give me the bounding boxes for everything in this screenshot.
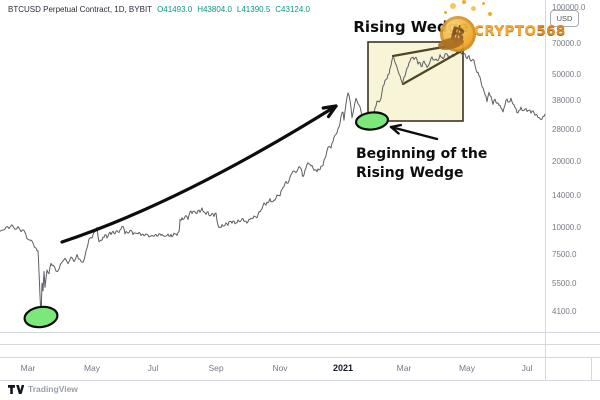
price-tick-label: 100000.0 [552, 3, 586, 12]
price-axis-border [545, 0, 546, 380]
time-tick-label: Jul [147, 363, 159, 373]
time-tick-label: 2021 [332, 363, 354, 373]
time-axis-border [0, 357, 600, 358]
beginning-label-line1: Beginning of the [356, 146, 488, 162]
ohlc-value: O41493.0 [157, 5, 193, 14]
ohlc-value: L41390.5 [236, 5, 271, 14]
ohlc-value: C43124.0 [275, 5, 310, 14]
pane-separator-1[interactable] [0, 332, 600, 333]
trend-arrowhead [321, 104, 338, 119]
trend-curved-arrow[interactable] [60, 104, 338, 244]
price-tick-label: 28000.0 [552, 125, 581, 134]
highlight-ellipse[interactable] [23, 305, 59, 329]
bottom-border [0, 380, 600, 381]
beginning-of-wedge-label[interactable]: Beginning of the Rising Wedge [356, 145, 487, 183]
pointer-arrowhead [389, 123, 402, 135]
wedge-highlight-box[interactable] [367, 41, 464, 122]
highlight-ellipse[interactable] [354, 111, 390, 131]
beginning-label-line2: Rising Wedge [356, 165, 464, 181]
symbol-title[interactable]: BTCUSD Perpetual Contract, 1D, BYBIT [8, 5, 153, 14]
time-tick-label: Mar [20, 363, 36, 373]
time-tick-label: May [83, 363, 101, 373]
time-tick-label: Mar [396, 363, 412, 373]
price-tick-label: 7500.0 [552, 250, 577, 259]
currency-badge[interactable]: USD [550, 10, 579, 27]
time-tick-label: Sep [208, 363, 224, 373]
price-tick-label: 14000.0 [552, 191, 581, 200]
tradingview-logo-icon [8, 384, 24, 394]
price-tick-label: 10000.0 [552, 223, 581, 232]
ohlc-values: O41493.0 H43804.0 L41390.5 C43124.0 [152, 5, 310, 14]
pointer-arrow[interactable] [389, 125, 439, 141]
price-tick-label: 70000.0 [552, 39, 581, 48]
price-tick-label: 20000.0 [552, 157, 581, 166]
price-axis[interactable]: 100000.0 70000.0 50000.0 38000.0 28000.0 2000… [546, 0, 600, 357]
price-tick-label: 5500.0 [552, 279, 577, 288]
time-tick-label: Jul [521, 363, 533, 373]
pane-separator-2[interactable] [0, 344, 600, 345]
tradingview-attribution[interactable]: TradingView [8, 384, 78, 394]
wedge-trendline[interactable] [401, 48, 465, 86]
symbol-header: BTCUSD Perpetual Contract, 1D, BYBIT O414… [8, 5, 310, 17]
axis-corner-border [591, 357, 592, 380]
time-tick-label: May [458, 363, 476, 373]
price-tick-label: 38000.0 [552, 96, 581, 105]
time-tick-label: Nov [272, 363, 288, 373]
price-tick-label: 50000.0 [552, 70, 581, 79]
tradingview-brand-text: TradingView [28, 384, 78, 394]
rising-wedge-label[interactable]: Rising Wedge [353, 18, 469, 36]
price-tick-label: 4100.0 [552, 307, 577, 316]
ohlc-value: H43804.0 [197, 5, 232, 14]
time-axis[interactable]: Mar May Jul Sep Nov 2021 Mar May Jul [0, 357, 600, 380]
